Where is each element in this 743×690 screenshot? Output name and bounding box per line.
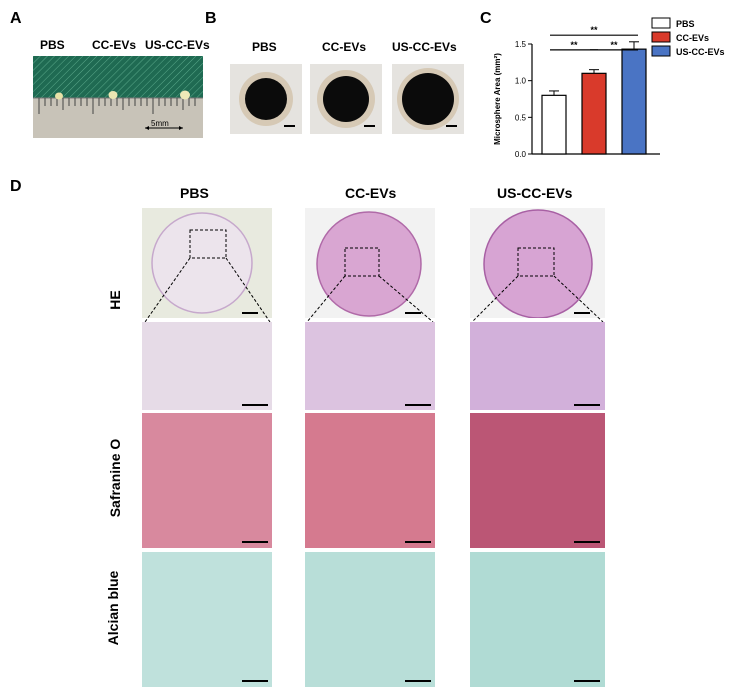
- scale-bar: [242, 680, 268, 682]
- microsphere-us-cc-evs: [180, 90, 190, 100]
- scale-bar: [446, 125, 457, 127]
- microsphere-area-chart: 0.0 0.5 1.0 1.5 Microsphere Area (mm²) ** ** **…: [493, 17, 725, 159]
- legend-label: CC-EVs: [676, 33, 709, 43]
- scale-bar: [574, 404, 600, 406]
- bar-cc-evs: [581, 72, 607, 155]
- alcian-blue-cc-evs: [305, 552, 435, 687]
- significance-mark: **: [590, 25, 598, 35]
- panel-b-label-us-cc-evs: US-CC-EVs: [392, 40, 457, 54]
- legend-label: US-CC-EVs: [676, 47, 725, 57]
- scale-bar: [364, 125, 375, 127]
- legend-swatch-cc-evs: [651, 31, 671, 43]
- scale-bar: [574, 312, 590, 314]
- scale-bar: [242, 404, 268, 406]
- panel-b-letter: B: [205, 10, 217, 27]
- y-tick-label: 0.5: [515, 113, 527, 122]
- bar-us-cc-evs: [621, 48, 647, 155]
- panel-d-letter: D: [10, 178, 22, 195]
- he-zoom-cc-evs: [305, 322, 435, 410]
- scale-bar: [242, 541, 268, 543]
- panel-b-label-cc-evs: CC-EVs: [322, 40, 367, 54]
- microsphere-image-us-cc-evs: [392, 64, 464, 134]
- safranine-o-us-cc-evs: [470, 413, 605, 548]
- alcian-blue-us-cc-evs: [470, 552, 605, 687]
- alcian-blue-pbs: [142, 552, 272, 687]
- significance-mark: **: [570, 40, 578, 50]
- legend-swatch-pbs: [651, 17, 671, 29]
- column-header-pbs: PBS: [180, 185, 209, 201]
- safranine-o-pbs: [142, 413, 272, 548]
- scale-bar: [405, 404, 431, 406]
- bar-pbs: [541, 94, 567, 155]
- scale-bar: [574, 541, 600, 543]
- significance-mark: **: [610, 40, 618, 50]
- he-overview-pbs: [142, 208, 272, 318]
- ruler-scale-label: 5mm: [151, 119, 169, 128]
- microsphere-cc-evs: [108, 91, 118, 99]
- panel-c-letter: C: [480, 10, 492, 27]
- microsphere-pbs: [55, 92, 63, 100]
- scale-bar: [574, 680, 600, 682]
- he-zoom-pbs: [142, 322, 272, 410]
- safranine-o-cc-evs: [305, 413, 435, 548]
- microsphere-image-pbs: [230, 64, 302, 134]
- y-axis-label: Microsphere Area (mm²): [493, 53, 502, 145]
- panel-a-photo: 5mm: [33, 56, 203, 138]
- ruler-ticks: [38, 98, 196, 114]
- column-header-us-cc-evs: US-CC-EVs: [497, 185, 573, 201]
- scale-bar: [284, 125, 295, 127]
- y-tick-label: 1.0: [515, 77, 527, 86]
- scale-bar: [405, 680, 431, 682]
- he-zoom-us-cc-evs: [470, 322, 605, 410]
- panel-a-label-pbs: PBS: [40, 38, 65, 52]
- legend-swatch-us-cc-evs: [651, 45, 671, 57]
- y-tick-label: 0.0: [515, 150, 527, 159]
- panel-a-letter: A: [10, 10, 22, 27]
- panel-b-label-pbs: PBS: [252, 40, 277, 54]
- he-overview-us-cc-evs: [470, 208, 605, 318]
- column-header-cc-evs: CC-EVs: [345, 185, 397, 201]
- panel-a-label-us-cc-evs: US-CC-EVs: [145, 38, 210, 52]
- legend-label: PBS: [676, 19, 695, 29]
- panel-a-label-cc-evs: CC-EVs: [92, 38, 137, 52]
- he-overview-cc-evs: [305, 208, 435, 318]
- scale-bar: [405, 312, 421, 314]
- y-tick-label: 1.5: [515, 40, 527, 49]
- scale-bar: [242, 312, 258, 314]
- scale-bar: [405, 541, 431, 543]
- microsphere-image-cc-evs: [310, 64, 382, 134]
